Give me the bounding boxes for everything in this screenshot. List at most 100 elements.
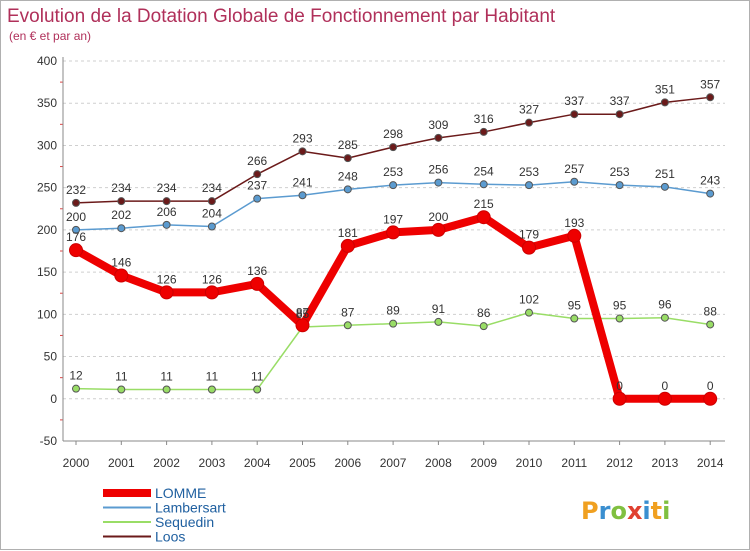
x-tick-label: 2000 (63, 456, 90, 470)
data-point-lambersart (207, 222, 216, 231)
data-label-lomme: 197 (383, 212, 403, 226)
data-label-lambersart: 253 (383, 165, 403, 179)
data-label-sequedin: 91 (432, 302, 446, 316)
chart-title: Evolution de la Dotation Globale de Fonc… (7, 6, 556, 27)
data-label-lomme: 200 (428, 210, 448, 224)
data-point-lomme (159, 285, 174, 300)
proxiti-logo-letter: t (651, 497, 662, 525)
data-label-lambersart: 243 (700, 174, 720, 188)
data-point-loos (706, 93, 715, 102)
data-point-sequedin (162, 385, 171, 394)
data-labels: 176 146 126 126 136 87 181 197 200 215 179 193 0 0 0 20… (66, 77, 721, 392)
data-label-loos: 337 (610, 94, 630, 108)
data-label-sequedin: 12 (69, 369, 83, 383)
data-label-loos: 327 (519, 103, 539, 117)
data-label-loos: 234 (202, 181, 222, 195)
data-point-sequedin (117, 385, 126, 394)
legend-label-lambersart: Lambersart (155, 500, 226, 516)
data-point-lambersart (389, 181, 398, 190)
data-point-sequedin (479, 322, 488, 331)
data-label-sequedin: 11 (115, 369, 128, 383)
data-point-lambersart (479, 180, 488, 189)
data-point-lambersart (253, 194, 262, 203)
x-tick-label: 2006 (334, 456, 361, 470)
y-tick-label: 0 (50, 392, 57, 406)
data-point-sequedin (706, 320, 715, 329)
data-point-lambersart (162, 220, 171, 229)
data-label-loos: 309 (428, 118, 448, 132)
data-label-lambersart: 206 (157, 205, 177, 219)
data-point-sequedin (343, 321, 352, 330)
data-label-sequedin: 95 (613, 299, 627, 313)
data-label-lambersart: 248 (338, 169, 358, 183)
data-point-loos (570, 110, 579, 119)
data-point-lomme (431, 222, 446, 237)
legend-label-lomme: LOMME (155, 485, 206, 501)
data-label-lomme: 136 (247, 264, 267, 278)
x-tick-label: 2010 (516, 456, 543, 470)
data-point-lambersart (72, 225, 80, 234)
data-label-lomme: 215 (474, 197, 494, 211)
data-point-sequedin (72, 384, 80, 393)
data-point-lambersart (298, 191, 307, 200)
data-label-lomme: 179 (519, 228, 539, 242)
y-tick-label: 100 (37, 307, 57, 321)
y-tick-label: 250 (37, 181, 57, 195)
data-point-lomme (250, 276, 265, 291)
y-tick-label: -50 (40, 434, 58, 448)
data-point-lomme (476, 210, 491, 225)
data-point-loos (343, 154, 352, 163)
data-label-lambersart: 204 (202, 207, 222, 221)
data-label-loos: 232 (66, 183, 86, 197)
y-tick-label: 400 (37, 54, 57, 68)
data-label-sequedin: 88 (704, 304, 718, 318)
data-label-lomme: 87 (296, 305, 310, 319)
data-label-sequedin: 11 (160, 369, 173, 383)
data-label-lomme: 146 (111, 255, 131, 269)
data-point-loos (660, 98, 669, 107)
data-label-lomme: 0 (707, 379, 714, 393)
data-point-sequedin (660, 313, 669, 322)
x-tick-label: 2013 (652, 456, 679, 470)
data-label-sequedin: 11 (206, 369, 219, 383)
data-label-loos: 351 (655, 82, 675, 96)
data-point-lambersart (570, 177, 579, 186)
data-point-sequedin (207, 385, 216, 394)
series-layer (69, 93, 718, 406)
data-point-loos (162, 197, 171, 206)
data-label-loos: 316 (474, 112, 494, 126)
x-tick-label: 2002 (153, 456, 180, 470)
data-label-lomme: 0 (662, 379, 669, 393)
data-point-sequedin (570, 314, 579, 323)
data-point-lomme (703, 391, 718, 406)
y-tick-label: 350 (37, 96, 57, 110)
data-label-loos: 285 (338, 138, 358, 152)
data-label-lambersart: 253 (610, 165, 630, 179)
data-point-lomme (114, 268, 129, 283)
data-label-lambersart: 257 (564, 162, 584, 176)
x-tick-label: 2003 (199, 456, 226, 470)
data-label-lambersart: 253 (519, 165, 539, 179)
x-tick-label: 2004 (244, 456, 271, 470)
x-tick-label: 2001 (108, 456, 135, 470)
data-point-sequedin (525, 308, 533, 317)
data-point-lomme (295, 318, 310, 333)
data-label-sequedin: 87 (341, 305, 355, 319)
x-tick-label: 2012 (606, 456, 633, 470)
data-label-sequedin: 95 (568, 299, 582, 313)
data-point-lomme (340, 238, 355, 253)
proxiti-logo-letter: P (581, 497, 599, 525)
data-point-lambersart (706, 189, 715, 198)
proxiti-logo: Proxiti (581, 497, 670, 525)
x-tick-label: 2007 (380, 456, 407, 470)
grid (63, 60, 725, 442)
data-label-loos: 293 (292, 131, 312, 145)
data-point-lambersart (343, 185, 352, 194)
data-point-loos (479, 127, 488, 136)
y-tick-label: 50 (44, 350, 58, 364)
proxiti-logo-letter: o (610, 497, 627, 525)
proxiti-logo-text: Proxiti (581, 497, 670, 525)
data-label-loos: 357 (700, 77, 720, 91)
data-label-sequedin: 102 (519, 293, 539, 307)
